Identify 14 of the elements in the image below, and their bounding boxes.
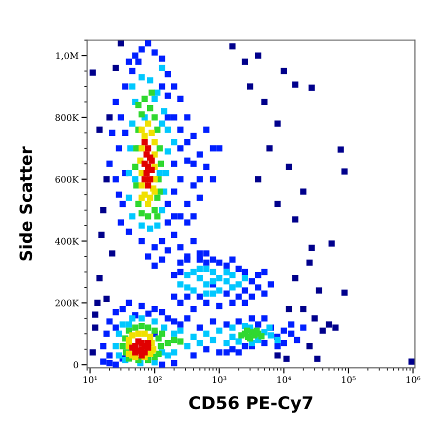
y-tick-label: 1,0M [56,52,78,60]
x-tick-label: 10⁵ [342,376,356,384]
y-tick-label: 800K [55,114,79,121]
x-tick-label: 10⁴ [277,376,292,384]
y-tick-label: 400K [55,238,79,245]
x-axis-title: CD56 PE-Cy7 [189,396,312,413]
x-tick-label: 10¹ [84,376,97,384]
x-tick-label: 10³ [212,376,226,384]
y-axis-title: Side Scatter [19,146,32,260]
y-tick-label: 200K [55,300,79,306]
x-tick-label: 10² [148,376,162,384]
y-tick-label: 600K [55,176,79,183]
x-tick-label: 10⁶ [406,376,420,384]
y-tick-label: 0 [74,361,78,368]
